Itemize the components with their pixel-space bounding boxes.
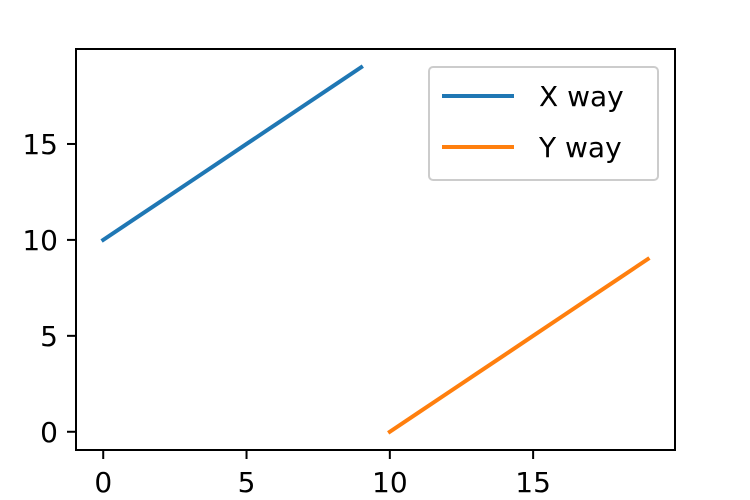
x-tick-label: 0: [94, 466, 112, 499]
y-tick-label: 10: [22, 224, 58, 257]
x-tick-label: 15: [515, 466, 551, 499]
series-layer: [100, 64, 651, 435]
series-line-2: [387, 256, 651, 435]
x-tick-label: 10: [372, 466, 408, 499]
y-tick-label: 0: [40, 416, 58, 449]
legend-label: X way: [539, 80, 624, 113]
series-line-1: [100, 64, 364, 243]
y-tick-label: 15: [22, 128, 58, 161]
y-tick-label: 5: [40, 320, 58, 353]
x-tick-label: 5: [238, 466, 256, 499]
x-axis: 0 5 10 15: [94, 450, 551, 499]
legend-label: Y way: [538, 131, 622, 164]
y-axis: 0 5 10 15: [22, 128, 76, 449]
plot-area-frame: [75, 48, 676, 451]
legend: X way Y way: [428, 66, 659, 181]
